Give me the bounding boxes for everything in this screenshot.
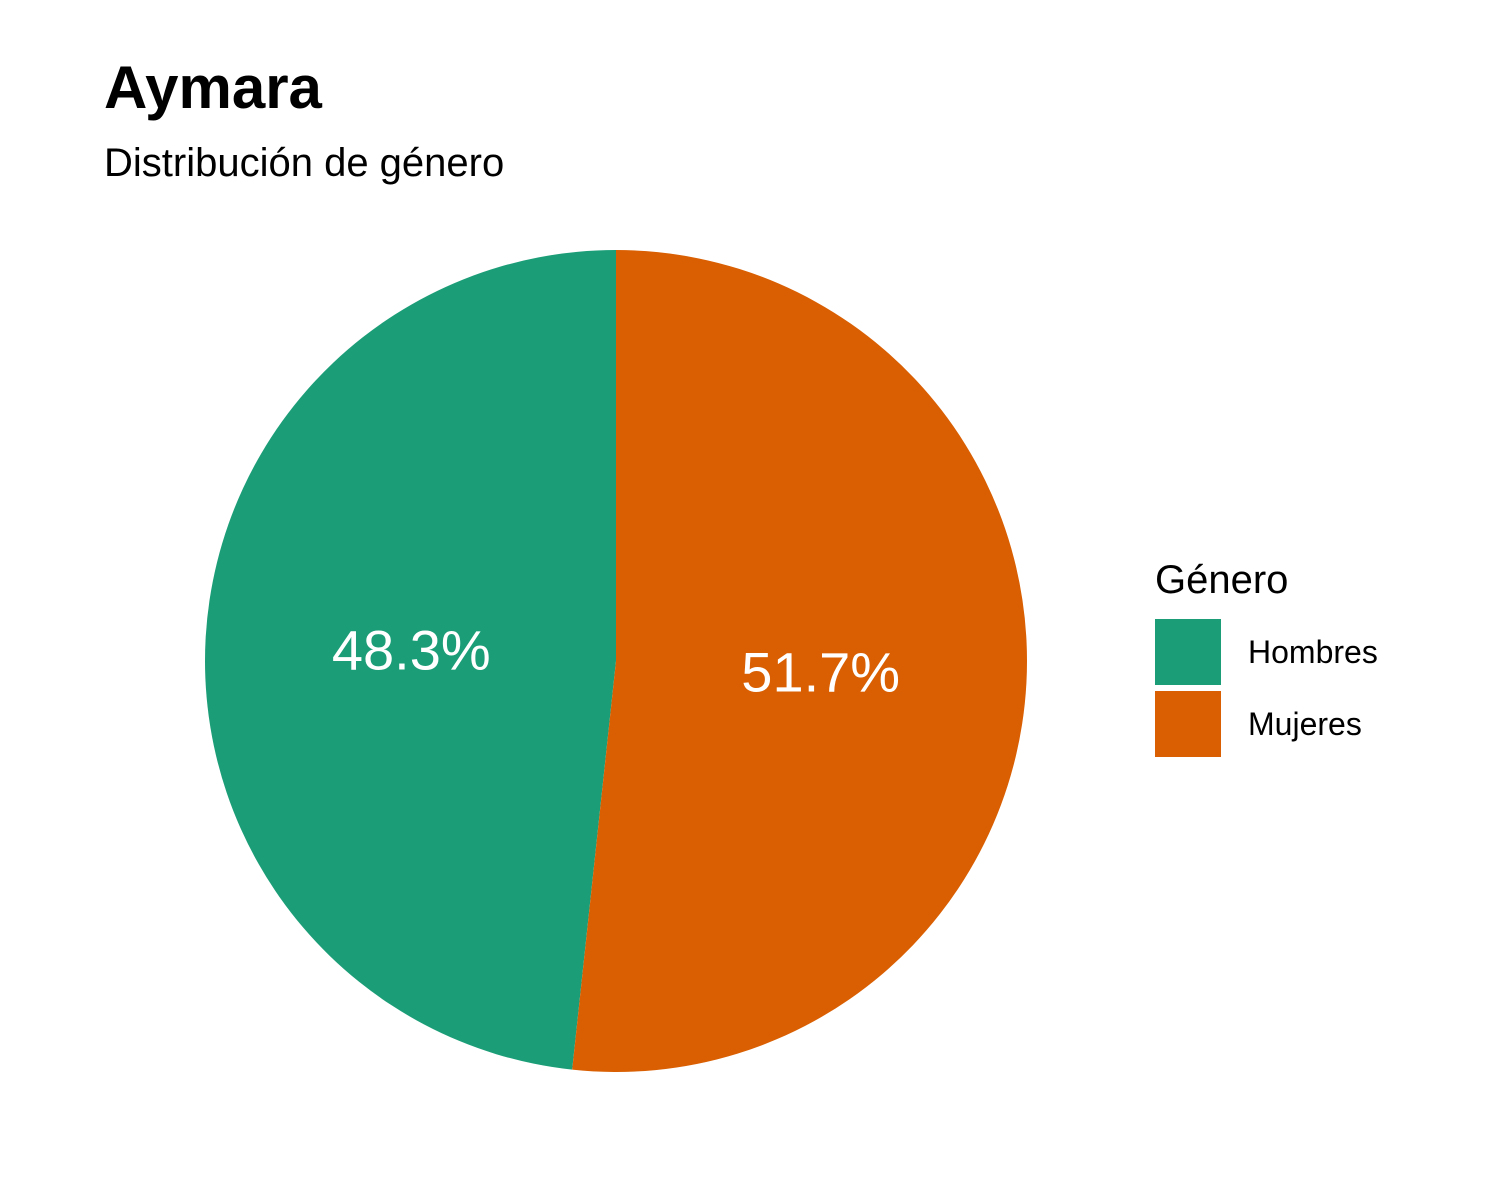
pie-slice-mujeres: [572, 250, 1028, 1073]
pie-slice-hombres: [205, 250, 616, 1070]
legend-swatch-hombres: [1155, 619, 1221, 685]
chart-subtitle: Distribución de género: [104, 141, 505, 185]
legend-title: Género: [1155, 558, 1289, 602]
legend-label-mujeres: Mujeres: [1248, 706, 1362, 742]
legend-item-hombres: Hombres: [1155, 619, 1378, 685]
legend-swatch-mujeres: [1155, 691, 1221, 757]
legend-label-hombres: Hombres: [1248, 634, 1378, 670]
legend: Género Hombres Mujeres: [1155, 560, 1378, 763]
pie-label-hombres: 48.3%: [332, 619, 491, 682]
chart-title: Aymara: [104, 54, 322, 121]
legend-item-mujeres: Mujeres: [1155, 691, 1378, 757]
pie-labels: 48.3% 51.7%: [332, 619, 900, 704]
pie-slices: [205, 250, 1028, 1073]
pie-label-mujeres: 51.7%: [741, 640, 900, 703]
